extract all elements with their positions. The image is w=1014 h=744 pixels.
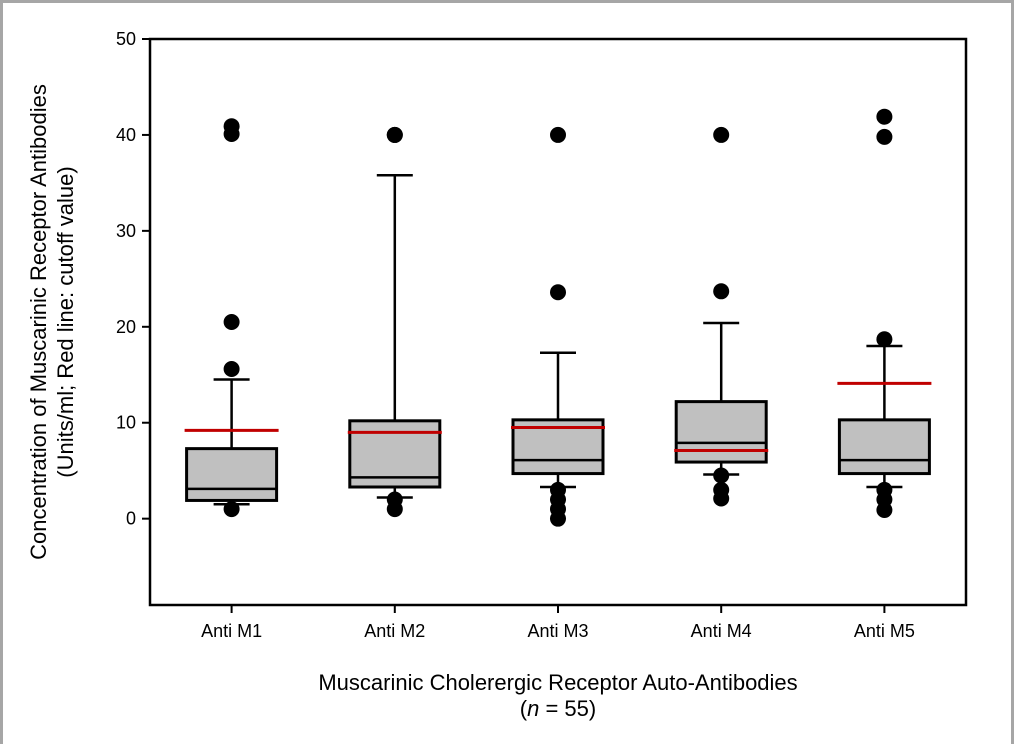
outlier-point: [876, 108, 893, 125]
outlier-point: [223, 361, 240, 378]
y-tick-label: 0: [126, 509, 136, 529]
outlier-point: [223, 314, 240, 330]
box-group: [674, 126, 769, 507]
outlier-point: [713, 283, 730, 300]
outlier-point: [386, 491, 403, 508]
outlier-point: [876, 331, 893, 348]
y-tick-label: 40: [116, 125, 136, 145]
x-axis-title-line2: (n = 55): [150, 696, 966, 722]
x-axis-title-line1: Muscarinic Cholerergic Receptor Auto-Ant…: [318, 670, 798, 695]
x-tick-label: Anti M3: [527, 621, 588, 641]
outlier-point: [550, 126, 566, 143]
outlier-point: [713, 467, 730, 484]
x-tick-label: Anti M1: [201, 621, 262, 641]
y-axis: 50 40 30 20 10 0: [116, 29, 150, 529]
y-tick-label: 20: [116, 317, 136, 337]
outlier-point: [550, 284, 566, 301]
box-iqr: [674, 400, 768, 464]
outlier-point: [223, 118, 240, 135]
box-group: [347, 126, 442, 518]
outlier-point: [713, 481, 730, 498]
outlier-point: [876, 481, 893, 498]
outlier-point: [876, 128, 893, 145]
outlier-point: [713, 126, 730, 143]
outlier-point: [223, 501, 240, 518]
outlier-point: [386, 126, 403, 143]
box-group: [837, 108, 932, 519]
y-tick-label: 10: [116, 413, 136, 433]
box-series: [184, 108, 932, 527]
x-axis-title-paren-open: (: [519, 696, 528, 721]
y-tick-label: 30: [116, 221, 136, 241]
x-axis-title-count: = 55): [539, 696, 597, 721]
x-tick-label: Anti M2: [364, 621, 425, 641]
box-group: [184, 118, 279, 518]
y-axis-title-line1: Concentration of Muscarinic Receptor Ant…: [26, 84, 51, 560]
y-axis-title-line2: (Units/ml; Red line: cutoff value): [53, 166, 78, 477]
y-tick-label: 50: [116, 29, 136, 49]
box-iqr: [837, 418, 931, 476]
x-tick-label: Anti M5: [854, 621, 915, 641]
x-tick-label: Anti M4: [691, 621, 752, 641]
x-axis: Anti M1 Anti M2 Anti M3 Anti M4 Anti M5: [201, 605, 915, 641]
box-group: [511, 126, 605, 527]
outlier-point: [550, 481, 566, 498]
box-iqr: [185, 447, 279, 502]
x-axis-title-n: n: [527, 696, 540, 721]
